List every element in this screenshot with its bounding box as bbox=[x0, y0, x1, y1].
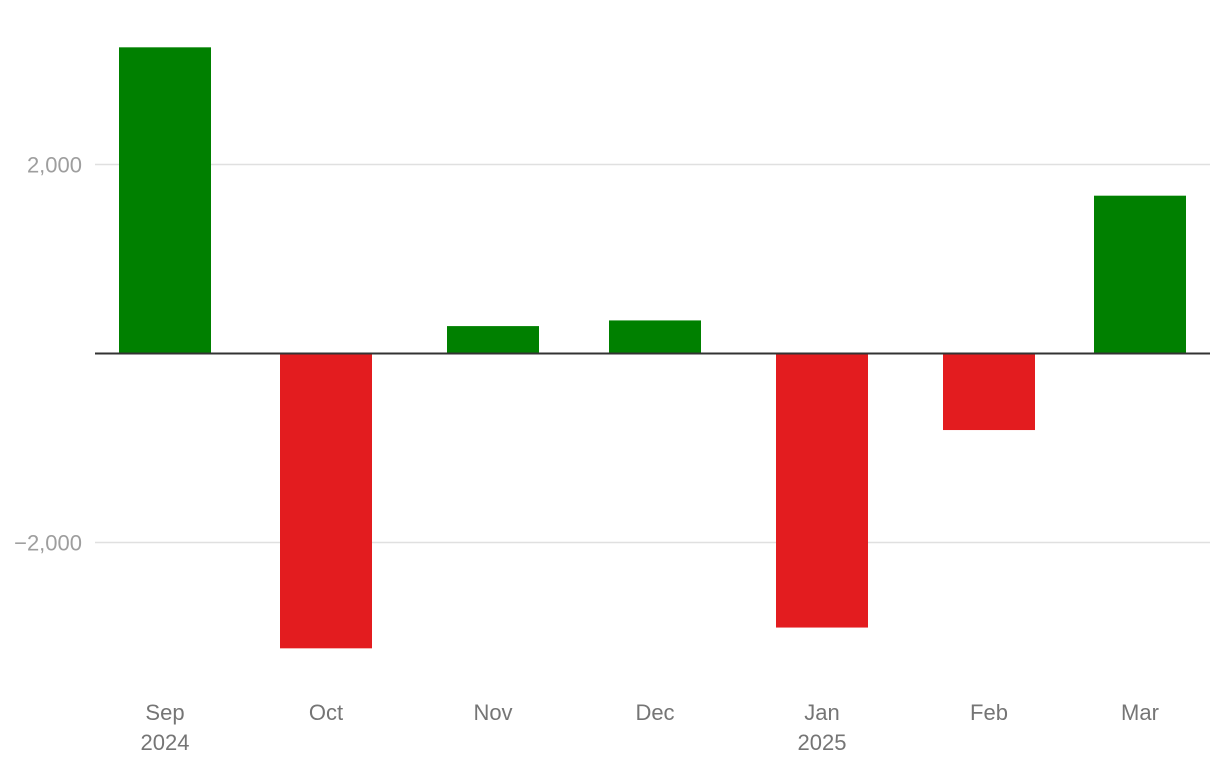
x-tick-label: Feb bbox=[970, 700, 1008, 725]
bar-oct bbox=[280, 353, 372, 649]
y-tick-label: −2,000 bbox=[14, 531, 82, 556]
x-tick-year-label: 2025 bbox=[798, 730, 847, 755]
bars bbox=[119, 47, 1186, 649]
x-axis-ticks: Sep 2024 Oct Nov Dec Jan 2025 Feb Mar bbox=[141, 700, 1159, 755]
x-tick-year-label: 2024 bbox=[141, 730, 190, 755]
x-tick-label: Sep bbox=[145, 700, 184, 725]
bar-sep bbox=[119, 47, 211, 354]
y-axis-ticks: 2,000 −2,000 bbox=[14, 153, 82, 556]
bar-mar bbox=[1094, 195, 1186, 354]
x-tick-label: Mar bbox=[1121, 700, 1159, 725]
bar-dec bbox=[609, 320, 701, 354]
bar-feb bbox=[943, 353, 1035, 431]
bar-jan bbox=[776, 353, 868, 628]
x-tick-label: Dec bbox=[635, 700, 674, 725]
bar-nov bbox=[447, 326, 539, 354]
x-tick-label: Oct bbox=[309, 700, 343, 725]
x-tick-label: Nov bbox=[473, 700, 512, 725]
y-tick-label: 2,000 bbox=[27, 153, 82, 178]
x-tick-label: Jan bbox=[804, 700, 839, 725]
